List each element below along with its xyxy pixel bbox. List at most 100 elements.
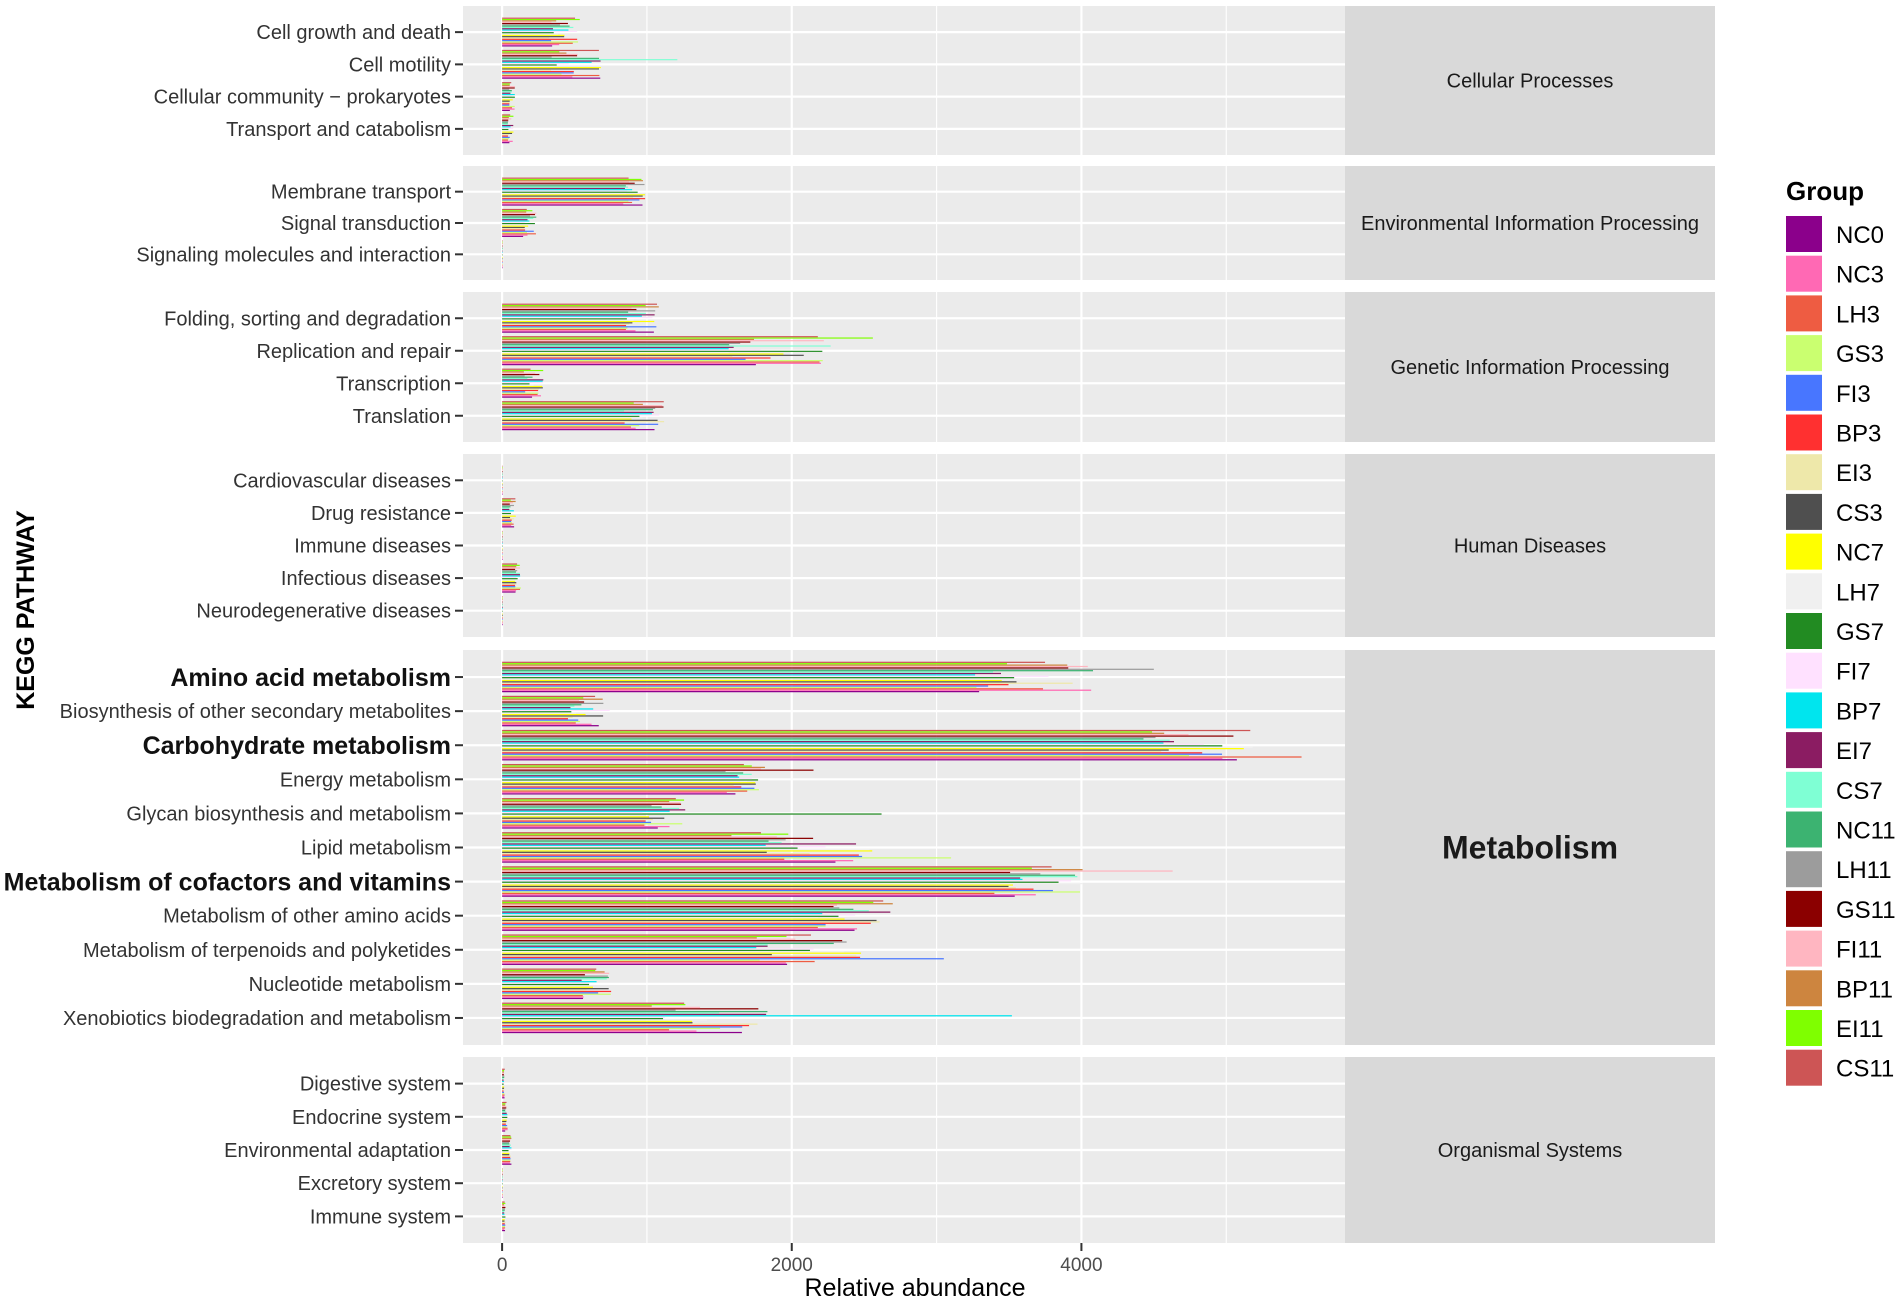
bar-group-transcription bbox=[502, 368, 544, 398]
bar-transcription-bp3 bbox=[502, 389, 539, 392]
legend-item-ei7: EI7 bbox=[1786, 732, 1872, 769]
bar-xenobiotics-biodegradation-and-metabolism-gs11 bbox=[502, 1008, 759, 1010]
bar-cell-growth-and-death-cs3 bbox=[502, 36, 565, 38]
bar-glycan-biosynthesis-and-metabolism-cs3 bbox=[502, 817, 665, 819]
bar-xenobiotics-biodegradation-and-metabolism-bp7 bbox=[502, 1015, 1012, 1017]
y-tick-label-immune-system: Immune system bbox=[310, 1206, 451, 1228]
bar-immune-system-lh3 bbox=[502, 1227, 506, 1229]
bar-metabolism-of-other-amino-acids-cs11 bbox=[502, 900, 884, 902]
bar-transcription-gs3 bbox=[502, 392, 539, 394]
bar-carbohydrate-metabolism-nc3 bbox=[502, 757, 1223, 760]
bar-immune-diseases-fi11 bbox=[502, 534, 503, 537]
bar-metabolism-of-other-amino-acids-gs11 bbox=[502, 905, 834, 908]
legend-label-bp11: BP11 bbox=[1836, 976, 1893, 1003]
y-tick-label-cardiovascular-diseases: Cardiovascular diseases bbox=[233, 470, 451, 492]
bar-biosynthesis-of-other-secondary-metabolites-lh3 bbox=[502, 722, 576, 724]
bar-carbohydrate-metabolism-gs3 bbox=[502, 754, 1190, 757]
bar-environmental-adaptation-nc7 bbox=[502, 1152, 510, 1154]
bar-metabolism-of-terpenoids-and-polyketides-nc11 bbox=[502, 942, 834, 945]
bar-immune-diseases-nc7 bbox=[502, 548, 503, 550]
bar-glycan-biosynthesis-and-metabolism-nc3 bbox=[502, 825, 670, 828]
bar-infectious-diseases-gs11 bbox=[502, 568, 516, 570]
bar-excretory-system-ei3 bbox=[502, 1188, 503, 1190]
bar-nucleotide-metabolism-ei11 bbox=[502, 969, 596, 972]
bar-cell-growth-and-death-gs3 bbox=[502, 41, 579, 43]
bar-transport-and-catabolism-bp7 bbox=[502, 126, 511, 128]
bar-environmental-adaptation-fi3 bbox=[502, 1158, 511, 1160]
bar-glycan-biosynthesis-and-metabolism-bp7 bbox=[502, 810, 670, 812]
bar-nucleotide-metabolism-cs3 bbox=[502, 988, 609, 990]
bar-immune-system-lh7 bbox=[502, 1217, 506, 1219]
bar-carbohydrate-metabolism-nc0 bbox=[502, 759, 1237, 761]
bar-cellular-community-prokaryotes-lh11 bbox=[502, 88, 510, 90]
bar-carbohydrate-metabolism-gs7 bbox=[502, 745, 1223, 747]
legend-label-lh7: LH7 bbox=[1836, 579, 1880, 606]
y-tick-label-membrane-transport: Membrane transport bbox=[271, 182, 452, 204]
bar-metabolism-of-other-amino-acids-cs3 bbox=[502, 919, 877, 922]
facet-panel-metabolism bbox=[463, 650, 1345, 1045]
bar-digestive-system-bp7 bbox=[502, 1080, 504, 1083]
y-tick-label-cell-growth-and-death: Cell growth and death bbox=[256, 22, 451, 44]
x-tick-label-4000: 4000 bbox=[1060, 1255, 1102, 1276]
bar-transport-and-catabolism-bp11 bbox=[502, 117, 509, 119]
bar-energy-metabolism-gs11 bbox=[502, 769, 814, 771]
bar-immune-system-ei7 bbox=[502, 1212, 505, 1214]
bar-nucleotide-metabolism-lh11 bbox=[502, 975, 608, 977]
bar-neurodegenerative-diseases-cs3 bbox=[502, 614, 503, 616]
bar-metabolism-of-terpenoids-and-polyketides-fi3 bbox=[502, 958, 944, 960]
bar-metabolism-of-other-amino-acids-nc11 bbox=[502, 908, 854, 910]
bar-folding-sorting-and-degradation-nc0 bbox=[502, 331, 654, 333]
bar-amino-acid-metabolism-cs11 bbox=[502, 661, 1046, 663]
bar-metabolism-of-cofactors-and-vitamins-gs11 bbox=[502, 871, 1011, 874]
bar-transcription-lh7 bbox=[502, 384, 534, 386]
bar-metabolism-of-other-amino-acids-bp3 bbox=[502, 922, 871, 924]
bar-metabolism-of-other-amino-acids-nc7 bbox=[502, 918, 845, 920]
bar-immune-diseases-nc0 bbox=[502, 558, 503, 561]
bar-membrane-transport-nc11 bbox=[502, 185, 626, 187]
bar-folding-sorting-and-degradation-lh3 bbox=[502, 328, 626, 331]
bar-neurodegenerative-diseases-fi11 bbox=[502, 600, 503, 602]
bar-carbohydrate-metabolism-ei3 bbox=[502, 750, 1162, 753]
bar-energy-metabolism-gs7 bbox=[502, 779, 759, 781]
bar-translation-bp3 bbox=[502, 422, 625, 424]
bar-xenobiotics-biodegradation-and-metabolism-bp3 bbox=[502, 1024, 750, 1027]
bar-immune-system-fi3 bbox=[502, 1224, 506, 1226]
bar-endocrine-system-nc7 bbox=[502, 1119, 507, 1121]
bar-endocrine-system-bp7 bbox=[502, 1114, 508, 1116]
bar-neurodegenerative-diseases-gs11 bbox=[502, 601, 503, 603]
bar-biosynthesis-of-other-secondary-metabolites-cs11 bbox=[502, 695, 596, 698]
bar-nucleotide-metabolism-nc3 bbox=[502, 996, 584, 998]
bar-drug-resistance-gs3 bbox=[502, 522, 512, 524]
bar-metabolism-of-cofactors-and-vitamins-nc3 bbox=[502, 894, 1036, 896]
bar-immune-system-nc11 bbox=[502, 1209, 505, 1211]
bar-replication-and-repair-nc0 bbox=[502, 364, 756, 366]
bar-cell-growth-and-death-lh11 bbox=[502, 24, 560, 26]
legend-label-bp7: BP7 bbox=[1836, 698, 1881, 725]
bar-excretory-system-nc7 bbox=[502, 1185, 503, 1188]
bar-biosynthesis-of-other-secondary-metabolites-nc11 bbox=[502, 704, 582, 706]
bar-immune-diseases-cs7 bbox=[502, 540, 503, 542]
bar-lipid-metabolism-nc3 bbox=[502, 860, 854, 862]
bar-lipid-metabolism-ei3 bbox=[502, 853, 810, 855]
bar-transcription-cs11 bbox=[502, 368, 531, 370]
bar-infectious-diseases-ei7 bbox=[502, 574, 520, 576]
bar-infectious-diseases-fi11 bbox=[502, 567, 521, 569]
bar-group-membrane-transport bbox=[502, 177, 646, 206]
bar-cell-motility-bp7 bbox=[502, 61, 592, 63]
bar-immune-system-cs7 bbox=[502, 1210, 505, 1213]
bar-biosynthesis-of-other-secondary-metabolites-gs11 bbox=[502, 701, 585, 703]
bar-energy-metabolism-fi11 bbox=[502, 768, 762, 770]
y-tick-label-transport-and-catabolism: Transport and catabolism bbox=[226, 119, 451, 141]
bar-digestive-system-lh3 bbox=[502, 1094, 505, 1096]
bar-folding-sorting-and-degradation-nc11 bbox=[502, 311, 629, 313]
bar-transcription-fi3 bbox=[502, 391, 526, 393]
bar-glycan-biosynthesis-and-metabolism-ei11 bbox=[502, 799, 685, 801]
legend-item-nc11: NC11 bbox=[1786, 811, 1896, 848]
bar-signal-transduction-fi7 bbox=[502, 221, 525, 223]
bar-transport-and-catabolism-nc7 bbox=[502, 131, 514, 133]
bar-immune-diseases-gs11 bbox=[502, 536, 503, 538]
bar-carbohydrate-metabolism-cs3 bbox=[502, 749, 1169, 751]
bar-amino-acid-metabolism-nc11 bbox=[502, 670, 1094, 672]
x-axis-title: Relative abundance bbox=[805, 1274, 1026, 1302]
bar-signaling-molecules-and-interaction-nc0 bbox=[502, 267, 503, 269]
